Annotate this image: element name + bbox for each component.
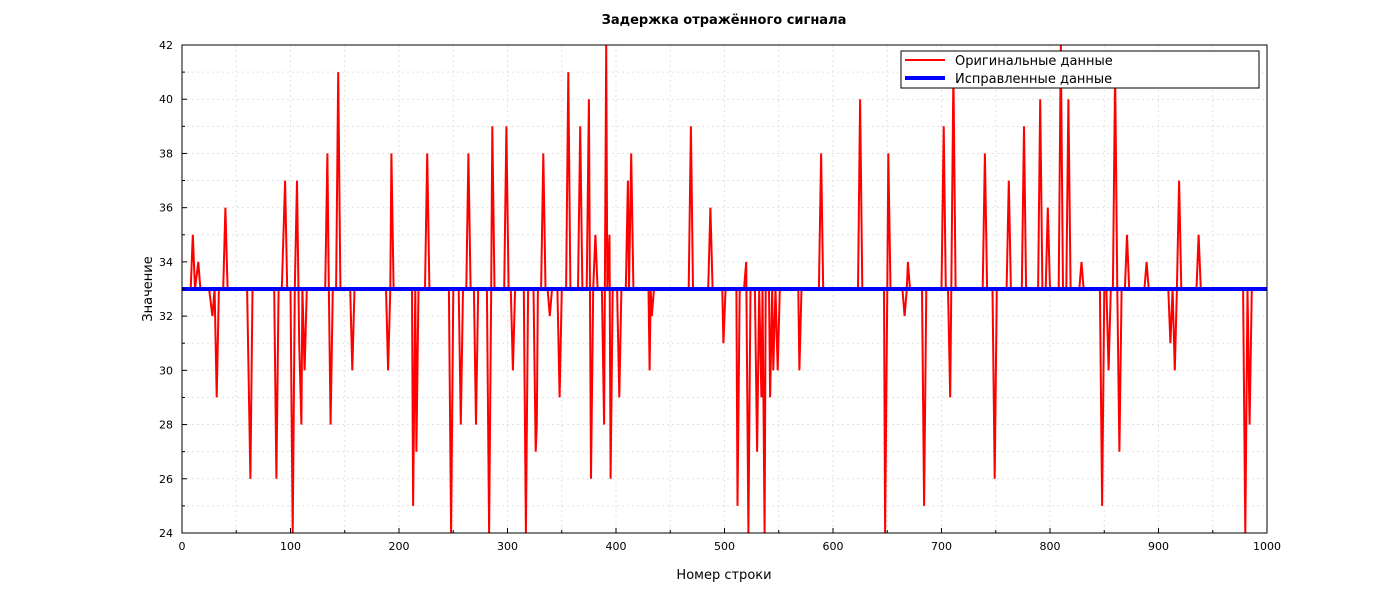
y-axis-label: Значение xyxy=(141,256,156,321)
legend-label-original: Оригинальные данные xyxy=(955,54,1113,69)
x-tick-label: 500 xyxy=(714,540,735,553)
x-tick-label: 300 xyxy=(497,540,518,553)
y-tick-label: 34 xyxy=(159,256,173,269)
x-tick-label: 100 xyxy=(280,540,301,553)
legend: Оригинальные данные Исправленные данные xyxy=(900,50,1260,89)
y-tick-label: 36 xyxy=(159,202,173,215)
chart-title: Задержка отражённого сигнала xyxy=(602,13,847,28)
x-tick-label: 1000 xyxy=(1253,540,1281,553)
x-tick-label: 400 xyxy=(606,540,627,553)
y-tick-label: 24 xyxy=(159,527,173,540)
series-layer xyxy=(182,44,1267,534)
y-tick-label: 40 xyxy=(159,93,173,106)
y-tick-label: 30 xyxy=(159,364,173,377)
y-tick-label: 32 xyxy=(159,310,173,323)
x-tick-label: 700 xyxy=(931,540,952,553)
legend-label-corrected: Исправленные данные xyxy=(955,72,1112,87)
grid xyxy=(182,45,1267,533)
y-tick-label: 28 xyxy=(159,419,173,432)
x-tick-label: 0 xyxy=(179,540,186,553)
legend-box xyxy=(900,50,1260,89)
x-tick-label: 600 xyxy=(823,540,844,553)
x-tick-label: 900 xyxy=(1148,540,1169,553)
x-tick-label: 200 xyxy=(389,540,410,553)
x-axis-label: Номер строки xyxy=(676,568,771,583)
ticks: 0 100 200 300 400 500 600 700 800 900 1000 24 26 28 30… xyxy=(159,39,1281,553)
y-tick-label: 26 xyxy=(159,473,173,486)
y-tick-label: 38 xyxy=(159,147,173,160)
x-tick-label: 800 xyxy=(1040,540,1061,553)
y-tick-label: 42 xyxy=(159,39,173,52)
